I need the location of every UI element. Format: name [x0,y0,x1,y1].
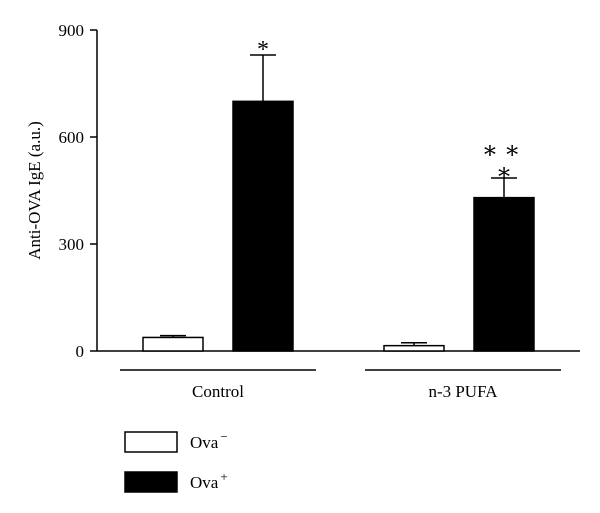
chart-annotations: * ∗∗∗ [257,37,527,186]
y-tick-label: 300 [59,235,85,254]
significance-marker: ∗∗ [482,138,527,164]
legend-label: Ova + [190,469,228,492]
legend-swatch [124,431,178,453]
group-label: n-3 PUFA [428,382,498,401]
group-label: Control [192,382,244,401]
group-labels: Control n-3 PUFA [120,369,561,401]
y-tick-label: 900 [59,21,85,40]
legend-label-text: Ova [190,433,219,452]
bar [383,344,445,352]
chart-legend: Ova −Ova + [124,429,228,493]
significance-marker: ∗ [496,160,512,186]
legend-swatch [124,471,178,493]
legend-label-superscript: + [220,469,227,484]
legend-label-text: Ova [190,473,219,492]
chart-bars [142,54,535,352]
y-axis-label: Anti-OVA IgE (a.u.) [25,121,44,260]
bar [473,196,535,352]
bar [232,100,294,352]
significance-marker: * [257,37,269,63]
y-tick-label: 600 [59,128,85,147]
legend-label: Ova − [190,429,228,452]
y-tick-label: 0 [76,342,85,361]
bar [142,336,204,352]
legend-label-superscript: − [220,429,227,444]
